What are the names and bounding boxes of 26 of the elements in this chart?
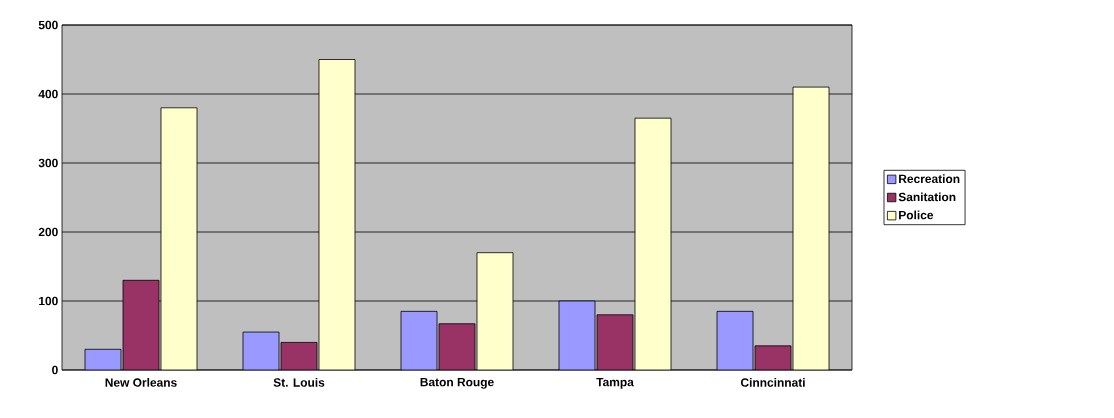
bar (792, 86, 830, 370)
legend-label: Police (899, 210, 934, 220)
bar (716, 310, 754, 370)
y-tick-label: 0 (52, 365, 58, 375)
bar (558, 300, 596, 370)
bar (242, 331, 280, 370)
legend-label: Sanitation (898, 192, 956, 202)
y-tick-label: 100 (39, 296, 58, 306)
bar (634, 117, 672, 370)
bar (438, 323, 476, 370)
bar (596, 314, 634, 370)
x-tick-label: New Orleans (105, 377, 177, 387)
legend-label: Recreation (899, 174, 960, 184)
x-tick-label: Cinncinnati (740, 377, 805, 387)
bar (400, 310, 438, 370)
bar (160, 107, 198, 370)
bar (122, 279, 160, 370)
y-tick-label: 200 (38, 227, 58, 237)
x-tick-label: Tampa (596, 377, 634, 389)
bar (476, 252, 514, 370)
y-tick-label: 500 (38, 20, 58, 30)
x-tick-label: Baton Rouge (420, 377, 494, 389)
x-tick-label: St. Louis (273, 377, 325, 387)
y-tick-label: 300 (38, 158, 58, 168)
y-tick-label: 400 (38, 89, 58, 99)
bar (318, 59, 356, 370)
